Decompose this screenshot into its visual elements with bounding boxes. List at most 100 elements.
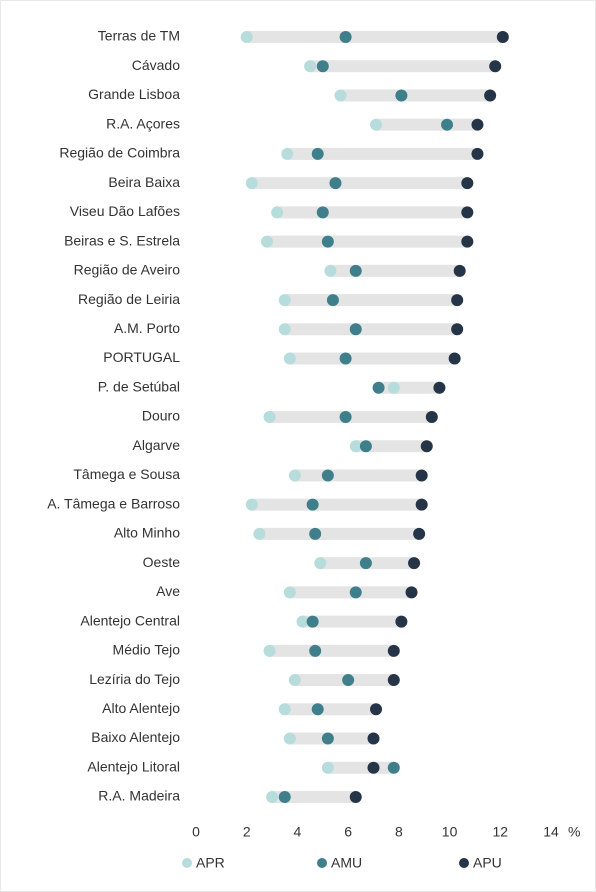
- dot: [471, 118, 484, 131]
- category-label: Terras de TM: [98, 28, 180, 44]
- dot: [367, 732, 380, 745]
- category-label: Alentejo Litoral: [87, 758, 180, 774]
- dot: [349, 790, 362, 803]
- dot: [349, 440, 362, 453]
- legend-label: APR: [196, 855, 225, 871]
- dot: [405, 586, 418, 599]
- dot: [433, 381, 446, 394]
- category-label: Médio Tejo: [113, 642, 181, 658]
- dot: [314, 557, 327, 570]
- category-label: R.A. Madeira: [98, 788, 180, 804]
- category-label: A. Tâmega e Barroso: [47, 495, 180, 511]
- range-bar: [267, 235, 468, 248]
- category-label: Alentejo Central: [80, 612, 180, 628]
- category-label: Grande Lisboa: [88, 86, 180, 102]
- range-bar: [330, 264, 460, 277]
- dot: [311, 703, 324, 716]
- range-bar: [284, 294, 458, 307]
- dot: [253, 527, 266, 540]
- range-bar: [251, 177, 468, 190]
- dot: [321, 732, 334, 745]
- dot: [441, 118, 454, 131]
- x-tick-label: 14: [543, 824, 559, 840]
- dot: [321, 761, 334, 774]
- category-label: Região de Coimbra: [59, 145, 180, 161]
- dot: [278, 703, 291, 716]
- dot: [309, 527, 322, 540]
- dot: [372, 381, 385, 394]
- dot: [387, 644, 400, 657]
- dot: [306, 498, 319, 511]
- dot: [278, 790, 291, 803]
- category-label: A.M. Porto: [114, 320, 180, 336]
- dot: [283, 586, 296, 599]
- dot: [349, 323, 362, 336]
- dot: [311, 147, 324, 160]
- dot: [395, 615, 408, 628]
- dot: [278, 323, 291, 336]
- category-label: Algarve: [133, 437, 181, 453]
- range-bar: [246, 31, 503, 43]
- x-tick-label: 2: [243, 824, 251, 840]
- dot: [316, 60, 329, 73]
- range-bar: [355, 440, 427, 453]
- dot: [349, 586, 362, 599]
- legend-label: APU: [473, 855, 502, 871]
- range-bar: [251, 498, 422, 511]
- category-label: Lezíria do Tejo: [89, 671, 180, 687]
- range-bar: [310, 60, 496, 73]
- category-label: Oeste: [143, 554, 181, 570]
- dot: [339, 410, 352, 423]
- dot: [461, 206, 474, 219]
- dot: [484, 89, 497, 102]
- dot: [281, 147, 294, 160]
- dot: [334, 89, 347, 102]
- category-label: Cávado: [132, 57, 180, 73]
- range-bar: [376, 118, 478, 131]
- dot: [415, 498, 428, 511]
- dot: [321, 469, 334, 482]
- dot: [288, 674, 301, 687]
- category-label: Viseu Dão Lafões: [70, 203, 180, 219]
- dot: [261, 235, 273, 248]
- range-bar: [378, 381, 440, 394]
- range-bar: [277, 206, 468, 219]
- range-bar: [294, 469, 422, 482]
- dot: [288, 469, 301, 482]
- dot: [266, 790, 279, 803]
- category-label: Região de Aveiro: [74, 262, 181, 278]
- range-bar: [289, 352, 455, 365]
- range-bar: [269, 644, 394, 657]
- category-label: PORTUGAL: [103, 349, 180, 365]
- dot: [271, 206, 284, 219]
- legend-marker: [459, 858, 469, 868]
- dot: [413, 527, 426, 540]
- dot: [326, 294, 339, 307]
- category-label: Baixo Alentejo: [91, 729, 180, 745]
- category-label: Tâmega e Sousa: [73, 466, 180, 482]
- category-label: P. de Setúbal: [98, 378, 180, 394]
- dot: [309, 644, 322, 657]
- range-bar: [340, 89, 491, 102]
- dot: [415, 469, 428, 482]
- dot: [370, 703, 383, 716]
- dot: [461, 177, 474, 190]
- dot: [321, 235, 334, 248]
- dot: [278, 294, 291, 307]
- range-bar: [272, 790, 356, 803]
- category-label: Beiras e S. Estrela: [64, 232, 180, 248]
- dot: [339, 31, 352, 43]
- dot: [339, 352, 352, 365]
- dot: [387, 761, 400, 774]
- category-label: Beira Baixa: [108, 174, 180, 190]
- category-label: Região de Leiria: [78, 291, 180, 307]
- dot: [387, 674, 400, 687]
- dot: [263, 644, 276, 657]
- dot: [420, 440, 433, 453]
- dot: [451, 323, 464, 336]
- category-label: Alto Alentejo: [102, 700, 180, 716]
- x-tick-label: 4: [294, 824, 302, 840]
- dot: [359, 440, 372, 453]
- dot: [245, 498, 258, 511]
